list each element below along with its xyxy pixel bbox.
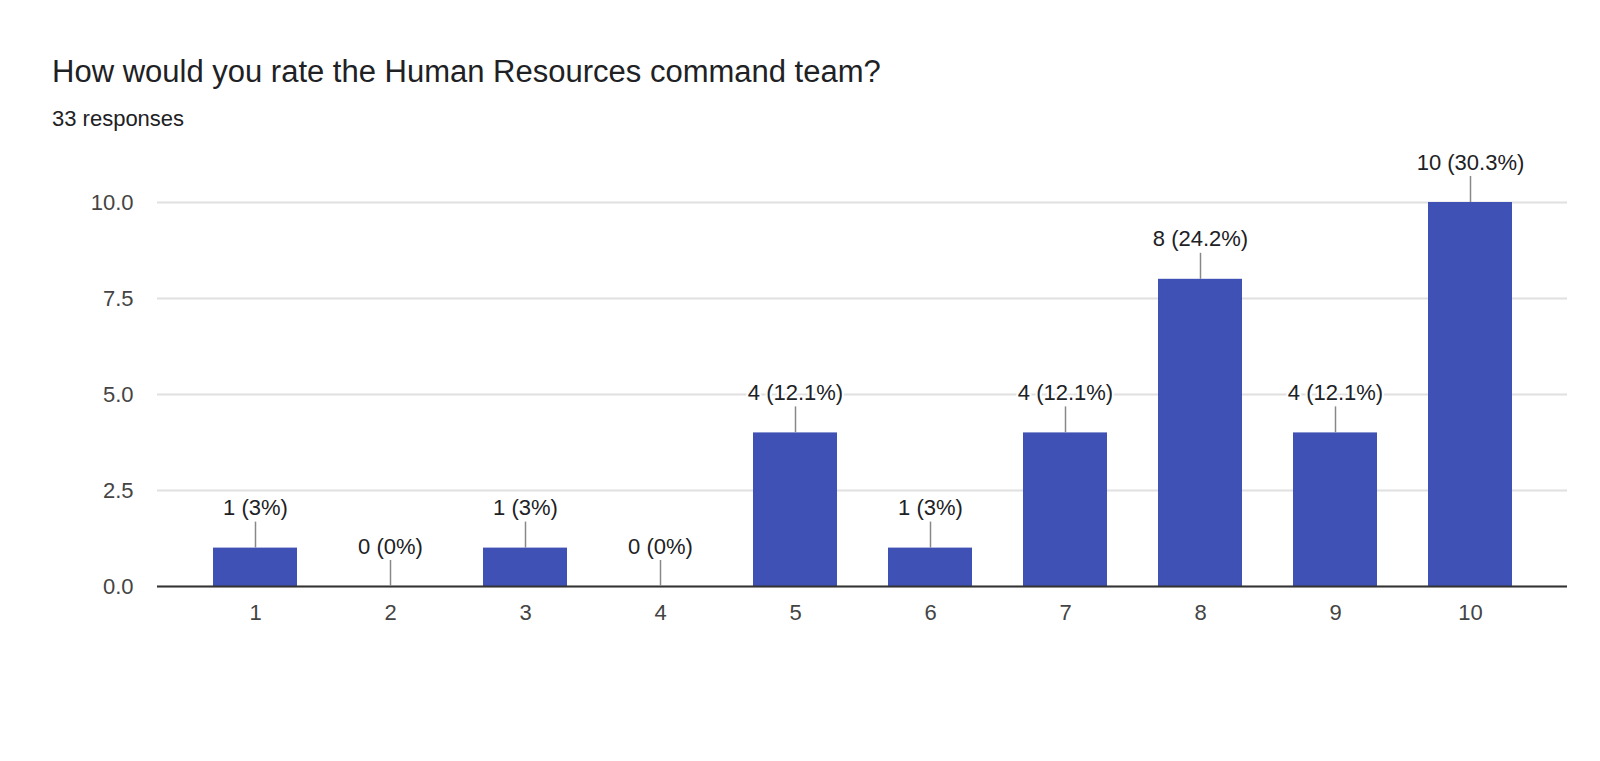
- svg-text:4 (12.1%): 4 (12.1%): [748, 380, 843, 405]
- svg-text:10.0: 10.0: [91, 190, 134, 215]
- svg-text:0.0: 0.0: [103, 574, 134, 599]
- html-text:How would you rate the Human R: How would you rate the Human Resources c…: [52, 54, 881, 89]
- svg-text:1 (3%): 1 (3%): [223, 495, 288, 520]
- svg-text:4: 4: [654, 600, 666, 625]
- svg-text:2: 2: [384, 600, 396, 625]
- svg-text:5.0: 5.0: [103, 382, 134, 407]
- svg-text:1 (3%): 1 (3%): [898, 495, 963, 520]
- svg-text:9: 9: [1329, 600, 1341, 625]
- svg-text:4 (12.1%): 4 (12.1%): [1018, 380, 1113, 405]
- svg-text:2.5: 2.5: [103, 478, 134, 503]
- svg-text:4 (12.1%): 4 (12.1%): [1288, 380, 1383, 405]
- svg-text:3: 3: [519, 600, 531, 625]
- svg-text:7: 7: [1059, 600, 1071, 625]
- svg-text:0 (0%): 0 (0%): [628, 534, 693, 559]
- svg-text:1: 1: [249, 600, 261, 625]
- svg-text:6: 6: [924, 600, 936, 625]
- svg-text:10 (30.3%): 10 (30.3%): [1417, 150, 1525, 175]
- svg-text:1 (3%): 1 (3%): [493, 495, 558, 520]
- svg-text:7.5: 7.5: [103, 286, 134, 311]
- svg-text:5: 5: [789, 600, 801, 625]
- svg-text:8: 8: [1194, 600, 1206, 625]
- svg-text:0 (0%): 0 (0%): [358, 534, 423, 559]
- html-text:33 responses: 33 responses: [52, 106, 185, 131]
- svg-text:10: 10: [1458, 600, 1482, 625]
- svg-text:8 (24.2%): 8 (24.2%): [1153, 226, 1248, 251]
